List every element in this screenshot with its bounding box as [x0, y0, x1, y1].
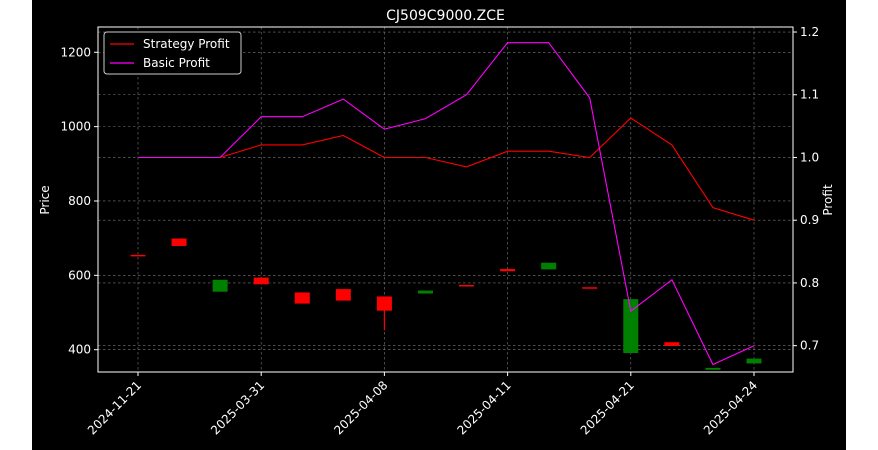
y-right-tick-label-4: 1.1: [800, 88, 819, 102]
candle-5: [335, 289, 351, 301]
candle-2: [212, 279, 228, 292]
candle-12: [623, 299, 639, 354]
y-right-tick-label-0: 0.7: [800, 339, 819, 353]
chart-title: CJ509C9000.ZCE: [386, 8, 505, 24]
y-axis-right-label: Profit: [821, 184, 835, 216]
x-tick-label-5: 2025-04-24: [701, 378, 760, 437]
legend-label-strategy-profit: Strategy Profit: [143, 37, 230, 51]
candle-14: [705, 367, 721, 370]
candle-6: [376, 296, 392, 311]
x-tick-label-2: 2025-04-08: [331, 378, 390, 437]
y-left-tick-label-0: 400: [68, 343, 91, 357]
candle-8: [459, 285, 475, 287]
profit-lines: [138, 42, 755, 366]
series-line-strategy-profit: [138, 117, 755, 221]
y-right-tick-label-3: 1.0: [800, 150, 819, 164]
candlesticks: [130, 238, 762, 370]
y-right-tick-label-5: 1.2: [800, 25, 819, 39]
legend-label-basic-profit: Basic Profit: [143, 56, 210, 70]
grid-lines: [98, 27, 793, 372]
y-left-tick-label-2: 800: [68, 194, 91, 208]
x-tick-label-0: 2024-11-21: [85, 378, 144, 437]
plot-frame: [97, 26, 794, 373]
legend: Strategy Profit Basic Profit: [103, 31, 242, 75]
x-tick-label-1: 2025-03-31: [208, 378, 267, 437]
legend-box: [103, 31, 242, 75]
y-left-tick-label-4: 1200: [60, 45, 91, 59]
candle-3: [253, 277, 269, 285]
y-left-tick-label-1: 600: [68, 268, 91, 282]
candle-0: [130, 254, 146, 257]
y-axis-left-label: Price: [38, 185, 52, 214]
candle-15: [746, 358, 762, 364]
y-left-tick-label-3: 1000: [60, 120, 91, 134]
candle-1: [171, 238, 187, 246]
right-axis-ticks: 0.7 0.8 0.9 1.0 1.1 1.2: [793, 25, 819, 353]
chart-svg: 400 600 800 1000 1200 0.7 0.8 0.9 1.0 1.1 1.2 202…: [38, 8, 835, 437]
y-right-tick-label-1: 0.8: [800, 276, 819, 290]
series-line-basic-profit: [138, 42, 755, 366]
x-axis-ticks: 2024-11-21 2025-03-31 2025-04-08 2025-04-11…: [85, 372, 760, 437]
x-tick-label-4: 2025-04-21: [578, 378, 637, 437]
candle-4: [294, 292, 310, 304]
candle-13: [664, 342, 680, 346]
chart-figure: 400 600 800 1000 1200 0.7 0.8 0.9 1.0 1.1 1.2 202…: [32, 0, 846, 450]
y-right-tick-label-2: 0.9: [800, 213, 819, 227]
candle-11: [582, 287, 598, 289]
x-tick-label-3: 2025-04-11: [455, 378, 514, 437]
candle-10: [541, 262, 557, 270]
candle-9: [500, 269, 516, 272]
left-axis-ticks: 400 600 800 1000 1200: [60, 45, 98, 357]
candle-7: [417, 290, 433, 294]
